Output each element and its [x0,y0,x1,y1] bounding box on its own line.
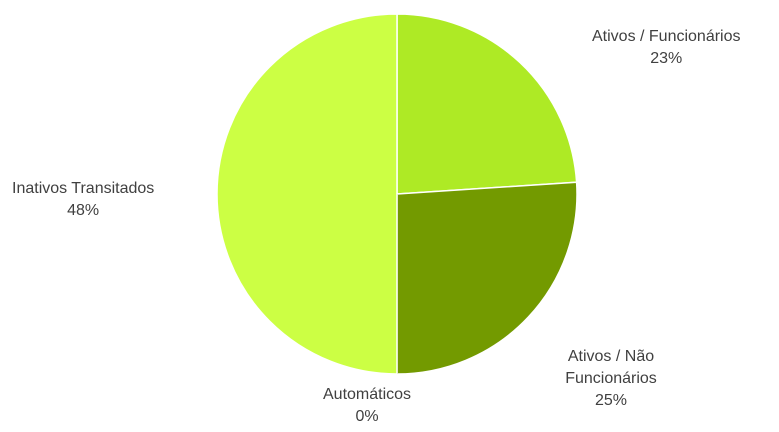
slice-label-ativos-funcionarios: Ativos / Funcionários 23% [592,26,741,70]
slice-label-value: 25% [594,392,628,409]
slice-label-value: 48% [67,202,100,219]
slice-label-name: Ativos / Funcionários [592,28,741,45]
pie-slice-3 [216,13,398,375]
pie-slice-1 [396,181,578,375]
slice-label-inativos-transitados: Inativos Transitados 48% [12,178,154,222]
pie-slice-0 [396,13,578,195]
slice-label-automaticos: Automáticos 0% [323,384,411,428]
slice-label-name: Automáticos [323,386,412,403]
slice-label-value: 23% [650,50,683,67]
slice-label-name: Ativos / Não Funcionários [565,348,657,387]
slice-label-name: Inativos Transitados [12,180,155,197]
slice-label-ativos-nao-funcionarios: Ativos / Não Funcionários 25% [556,346,666,412]
slice-label-value: 0% [355,408,379,425]
